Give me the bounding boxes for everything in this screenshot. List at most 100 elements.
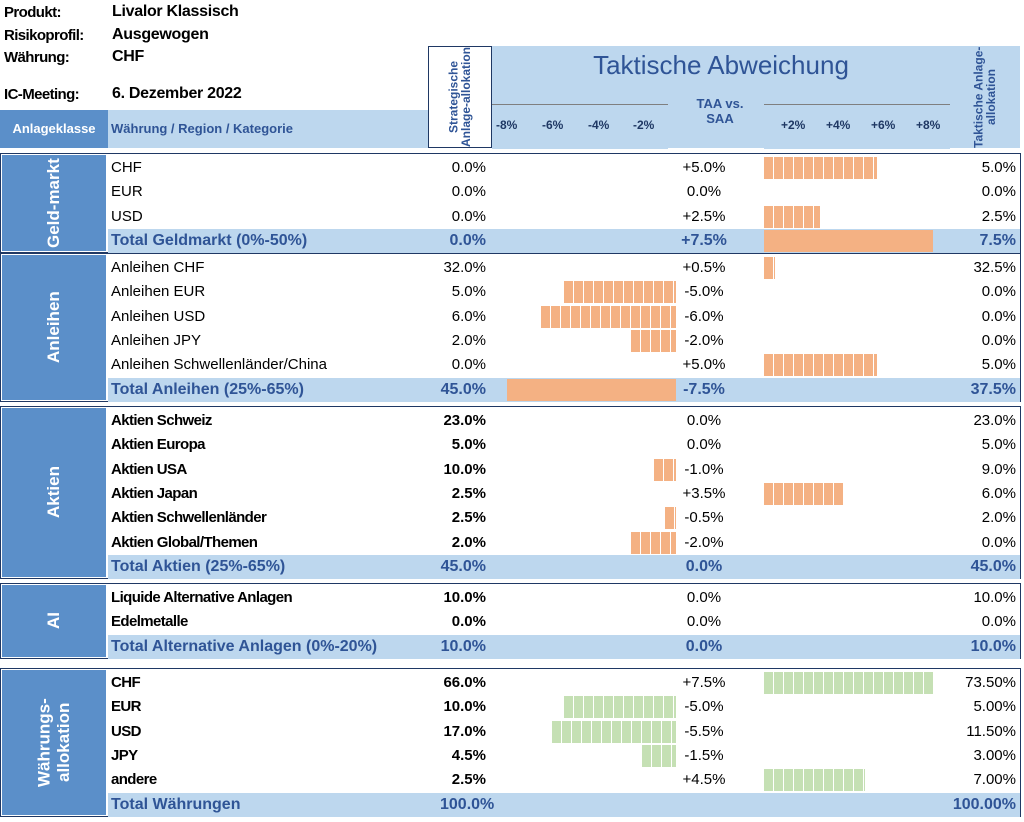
taa-value: 11.50% [966, 723, 1016, 740]
saa-value: 2.5% [451, 771, 486, 788]
row-name: Aktien Global/Themen [111, 534, 258, 551]
strategische-header: Strategische Anlage-allokation [428, 46, 492, 148]
total-row: Total Aktien (25%-65%) 45.0% 0.0% 45.0% [108, 555, 1020, 579]
taa-value: 0.0% [981, 308, 1016, 325]
saa-value: 2.5% [451, 485, 486, 502]
deviation-bar [764, 769, 866, 791]
saa-value: 0.0% [449, 232, 486, 249]
taa-value: 0.0% [981, 332, 1016, 349]
taa-vs-saa-value: -1.5% [684, 747, 724, 764]
taa-value: 0.0% [981, 283, 1016, 300]
deviation-bar [541, 306, 676, 328]
deviation-bar [552, 721, 676, 743]
taa-vs-saa-value: -5.0% [684, 283, 724, 300]
row-name: Anleihen Schwellenländer/China [111, 356, 327, 373]
group-label: Währungs-allokation [2, 670, 106, 815]
taa-vs-saa-value: -2.0% [684, 534, 724, 551]
taa-value: 10.0% [970, 638, 1016, 655]
taa-vs-saa-value: 0.0% [686, 613, 722, 630]
saa-value: 10.0% [443, 698, 486, 715]
table-row: Liquide Alternative Anlagen 10.0% 0.0% 10.0… [108, 586, 1020, 610]
deviation-bar [563, 696, 676, 718]
row-name: EUR [111, 183, 143, 200]
taa-value: 32.5% [973, 259, 1016, 276]
tick-label: -4% [588, 118, 610, 132]
table-row: Anleihen Schwellenländer/China 0.0% +5.0% 5… [108, 353, 1020, 377]
deviation-bar [764, 483, 843, 505]
taa-value: 23.0% [973, 412, 1016, 429]
taa-vs-saa-value: +4.5% [682, 771, 726, 788]
taa-value: 0.0% [981, 613, 1016, 630]
taa-vs-saa-value: 0.0% [686, 183, 722, 200]
risikoprofil-value: Ausgewogen [112, 26, 209, 43]
tick-label: +2% [781, 118, 806, 132]
saa-value: 32.0% [443, 259, 486, 276]
saa-value: 10.0% [440, 638, 486, 655]
row-name: Anleihen EUR [111, 283, 206, 300]
table-row: Anleihen CHF 32.0% +0.5% 32.5% [108, 256, 1020, 280]
table-row: CHF 66.0% +7.5% 73.50% [108, 671, 1020, 695]
table-row: Edelmetalle 0.0% 0.0% 0.0% [108, 610, 1020, 634]
taa-value: 37.5% [970, 381, 1016, 398]
taa-vs-saa-value: 0.0% [686, 436, 722, 453]
saa-value: 23.0% [443, 412, 486, 429]
group-label: AI [2, 585, 106, 657]
group-label: Geld-markt [2, 155, 106, 251]
deviation-bar [507, 379, 676, 401]
neg-tick-band [492, 104, 668, 149]
saa-value: 6.0% [451, 308, 486, 325]
tick-label: +8% [916, 118, 941, 132]
row-name: Aktien Schweiz [111, 412, 212, 429]
anlageklasse-header: Anlageklasse [0, 110, 108, 148]
taa-value: 5.0% [981, 356, 1016, 373]
saa-value: 66.0% [443, 674, 486, 691]
taa-value: 3.00% [973, 747, 1016, 764]
row-name: CHF [111, 674, 141, 691]
saa-value: 100.0% [440, 796, 495, 813]
saa-value: 0.0% [451, 159, 486, 176]
table-row: USD 0.0% +2.5% 2.5% [108, 205, 1020, 229]
row-name: Aktien Schwellenländer [111, 509, 267, 526]
group-label: Aktien [2, 408, 106, 577]
taa-value: 100.00% [952, 796, 1016, 813]
kategorie-header-text: Währung / Region / Kategorie [111, 121, 294, 136]
deviation-bar [631, 532, 676, 554]
table-row: Anleihen EUR 5.0% -5.0% 0.0% [108, 280, 1020, 304]
taa-value: 0.0% [981, 534, 1016, 551]
table-row: Aktien Schwellenländer 2.5% -0.5% 2.0% [108, 506, 1020, 530]
produkt-label: Produkt: [4, 4, 61, 21]
deviation-bar [631, 330, 676, 352]
taa-vs-saa-value: -1.0% [684, 461, 724, 478]
pos-tick-band [764, 104, 950, 149]
saa-value: 45.0% [440, 558, 486, 575]
waehrung-value: CHF [112, 48, 144, 65]
taa-vs-saa-value: -2.0% [684, 332, 724, 349]
row-name: EUR [111, 698, 141, 715]
deviation-bar [764, 672, 933, 694]
total-row: Total Währungen 100.0% 100.00% [108, 793, 1020, 817]
taa-value: 7.5% [979, 232, 1016, 249]
table-row: Aktien Schweiz 23.0% 0.0% 23.0% [108, 409, 1020, 433]
waehrung-label: Währung: [4, 49, 70, 66]
saa-value: 2.5% [451, 509, 486, 526]
taa-value: 7.00% [973, 771, 1016, 788]
taa-vs-saa-value: +3.5% [682, 485, 726, 502]
taa-value: 6.0% [981, 485, 1016, 502]
taa-vs-saa-value: 0.0% [685, 638, 723, 655]
taa-vs-saa-value: 0.0% [686, 412, 722, 429]
table-row: Anleihen JPY 2.0% -2.0% 0.0% [108, 329, 1020, 353]
taa-vs-saa-value: +7.5% [681, 232, 727, 249]
saa-value: 4.5% [451, 747, 486, 764]
taktische-abweichung-title: Taktische Abweichung [593, 50, 849, 80]
saa-value: 17.0% [443, 723, 486, 740]
tick-label: -2% [633, 118, 655, 132]
saa-value: 2.0% [451, 332, 486, 349]
row-name: Aktien Europa [111, 436, 205, 453]
deviation-bar [642, 745, 676, 767]
deviation-bar [764, 206, 821, 228]
taa-vs-saa-value: +2.5% [682, 208, 726, 225]
taa-vs-saa-value: -5.0% [684, 698, 724, 715]
tick-label: -8% [496, 118, 518, 132]
table-row: EUR 0.0% 0.0% 0.0% [108, 180, 1020, 204]
taktische-alloc-header-text: Taktische Anlage-allokation [971, 46, 998, 148]
